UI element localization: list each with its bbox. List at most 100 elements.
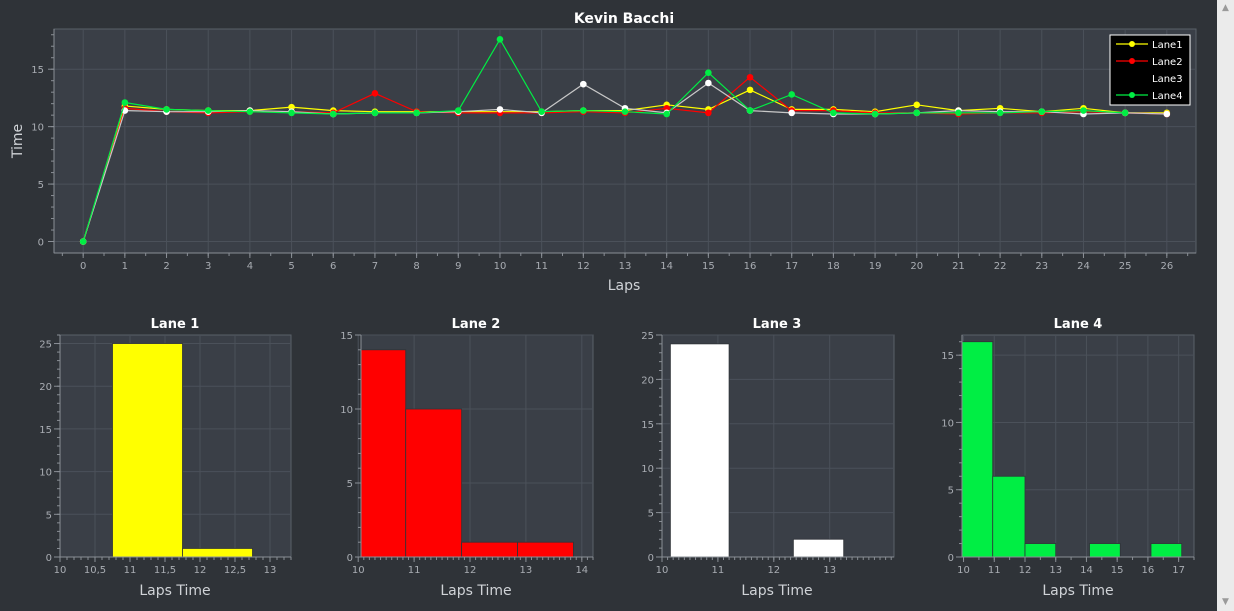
legend-box — [1109, 34, 1191, 106]
x-tick-label: 12 — [1019, 565, 1032, 576]
x-tick-label: 11,5 — [154, 565, 176, 576]
histogram-bar-lane4 — [1089, 543, 1121, 558]
x-tick-label: 15 — [1111, 565, 1124, 576]
histogram-bar-lane4 — [1024, 543, 1057, 558]
x-tick-label: 13 — [1049, 565, 1062, 576]
legend-label-lane3: Lane3 — [1152, 74, 1183, 85]
data-point-lane4 — [413, 109, 420, 117]
x-tick-label: 8 — [413, 261, 419, 272]
x-tick-label: 7 — [372, 261, 378, 272]
x-tick-label: 10 — [494, 261, 507, 272]
data-point-lane2 — [371, 90, 379, 97]
y-tick-label: 15 — [340, 331, 353, 342]
legend-marker-lane4 — [1129, 92, 1135, 98]
x-tick-label: 10 — [656, 565, 669, 576]
x-tick-label: 2 — [163, 261, 169, 272]
data-point-lane2 — [705, 109, 712, 117]
x-tick-label: 16 — [744, 261, 757, 272]
data-point-lane4 — [788, 91, 796, 98]
data-point-lane4 — [746, 107, 754, 114]
x-tick-label: 5 — [288, 261, 294, 272]
data-point-lane4 — [288, 109, 295, 117]
histogram-x-axis-label-lane3: Laps Time — [741, 583, 812, 599]
data-point-lane4 — [121, 99, 129, 106]
data-point-lane4 — [913, 109, 921, 117]
histogram-title-lane1: Lane 1 — [151, 317, 200, 332]
y-tick-label: 20 — [641, 375, 654, 386]
x-tick-label: 11 — [124, 565, 137, 576]
series-line-lane4 — [82, 38, 1126, 242]
histogram-bar-lane4 — [961, 341, 994, 558]
data-point-lane3 — [1163, 110, 1171, 118]
x-tick-label: 22 — [994, 261, 1007, 272]
x-tick-label: 20 — [910, 261, 923, 272]
data-point-lane4 — [830, 109, 837, 117]
y-tick-label: 15 — [641, 420, 654, 431]
legend-label-lane1: Lane1 — [1152, 40, 1183, 51]
y-tick-label: 10 — [641, 464, 654, 475]
x-tick-label: 13 — [823, 565, 836, 576]
y-tick-label: 0 — [948, 553, 954, 564]
x-tick-label: 14 — [575, 565, 588, 576]
x-tick-label: 10 — [54, 565, 67, 576]
y-tick-label: 5 — [38, 180, 44, 191]
x-tick-label: 12 — [464, 565, 477, 576]
data-point-lane4 — [1080, 107, 1087, 114]
data-point-lane4 — [621, 108, 629, 116]
x-axis-label: Laps — [608, 278, 641, 294]
x-tick-label: 18 — [827, 261, 840, 272]
y-tick-label: 10 — [340, 405, 353, 416]
x-tick-label: 13 — [619, 261, 632, 272]
x-tick-label: 12 — [194, 565, 207, 576]
data-point-lane4 — [454, 107, 462, 114]
x-tick-label: 9 — [455, 261, 461, 272]
x-tick-label: 11 — [988, 565, 1001, 576]
histogram-bar-lane2 — [360, 349, 407, 558]
x-tick-label: 12 — [767, 565, 780, 576]
data-point-lane3 — [788, 109, 796, 117]
legend-label-lane2: Lane2 — [1152, 57, 1183, 68]
x-tick-label: 21 — [952, 261, 965, 272]
x-tick-label: 3 — [205, 261, 211, 272]
x-tick-label: 0 — [80, 261, 86, 272]
data-point-lane4 — [663, 110, 670, 118]
data-point-lane4 — [705, 69, 712, 76]
y-tick-label: 5 — [948, 486, 954, 497]
y-tick-label: 0 — [38, 238, 44, 249]
x-tick-label: 6 — [330, 261, 336, 272]
data-point-lane4 — [1038, 108, 1046, 116]
x-tick-label: 1 — [122, 261, 128, 272]
y-tick-label: 0 — [347, 553, 353, 564]
x-tick-label: 4 — [247, 261, 253, 272]
legend-marker-lane1 — [1129, 41, 1135, 47]
vertical-scrollbar[interactable]: ▲ ▼ — [1217, 0, 1234, 611]
data-point-lane4 — [580, 107, 587, 114]
data-point-lane3 — [496, 106, 504, 113]
legend-label-lane4: Lane4 — [1152, 91, 1183, 102]
data-point-lane4 — [163, 106, 170, 113]
data-point-lane4 — [329, 110, 337, 118]
x-tick-label: 13 — [520, 565, 533, 576]
data-point-lane4 — [538, 108, 545, 116]
data-point-lane1 — [288, 103, 295, 111]
data-point-lane3 — [705, 79, 712, 87]
x-tick-label: 25 — [1119, 261, 1132, 272]
histogram-title-lane2: Lane 2 — [452, 317, 501, 332]
chevron-down-icon[interactable]: ▼ — [1222, 597, 1229, 607]
y-tick-label: 15 — [31, 65, 44, 76]
x-tick-label: 10 — [957, 565, 970, 576]
x-tick-label: 11 — [535, 261, 548, 272]
x-tick-label: 12,5 — [224, 565, 246, 576]
x-tick-label: 17 — [1172, 565, 1185, 576]
data-point-lane4 — [246, 108, 254, 116]
x-tick-label: 26 — [1160, 261, 1173, 272]
x-tick-label: 23 — [1035, 261, 1048, 272]
data-point-lane1 — [746, 86, 754, 94]
data-point-lane4 — [371, 109, 379, 117]
x-tick-label: 14 — [660, 261, 673, 272]
x-tick-label: 10 — [352, 565, 365, 576]
chevron-up-icon[interactable]: ▲ — [1222, 3, 1229, 13]
x-tick-label: 12 — [577, 261, 590, 272]
y-tick-label: 10 — [39, 468, 52, 479]
